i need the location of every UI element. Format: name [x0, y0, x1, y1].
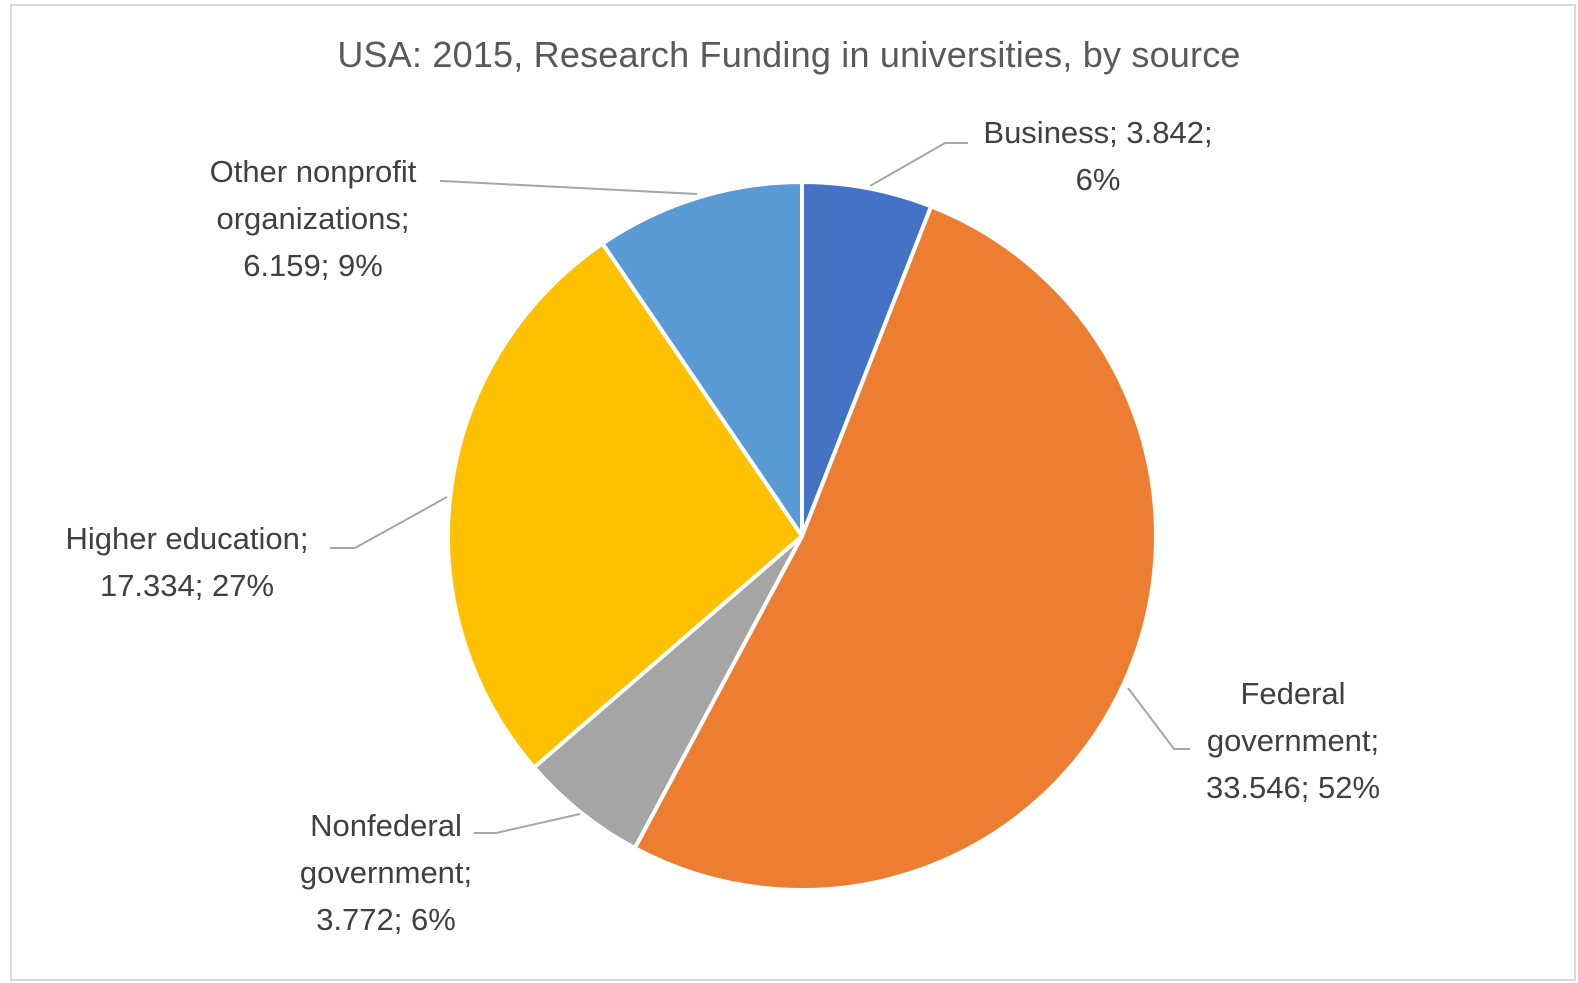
data-labels: Business; 3.842; 6% Federal government; 33.5… [66, 115, 1381, 937]
data-label-line: Federal [1240, 676, 1345, 711]
data-label-business: Business; 3.842; 6% [983, 115, 1212, 197]
data-label-line: government; [300, 855, 472, 890]
pie-slice-higher-education [446, 241, 804, 770]
data-label-line: 3.772; 6% [316, 902, 456, 937]
data-label-federal-government: Federal government; 33.546; 52% [1206, 676, 1380, 805]
pie-slices [446, 180, 1158, 892]
chart-title: USA: 2015, Research Funding in universit… [337, 34, 1241, 75]
leader-line-higher-education [330, 496, 448, 549]
pie-slice-federal-government [632, 204, 1158, 892]
data-label-other-nonprofit-organizations: Other nonprofit organizations; 6.159; 9% [210, 154, 417, 283]
data-label-line: 33.546; 52% [1206, 770, 1380, 805]
data-label-line: Business; 3.842; [983, 115, 1212, 150]
data-label-line: government; [1207, 723, 1379, 758]
pie-slice-nonfederal-government [532, 534, 804, 851]
data-label-line: Other nonprofit [210, 154, 417, 189]
pie-slice-business [800, 180, 934, 538]
leader-line-other-nonprofit-organizations [440, 180, 698, 195]
data-label-line: 17.334; 27% [100, 568, 274, 603]
leader-line-nonfederal-government [474, 813, 581, 834]
data-label-line: Higher education; [66, 521, 309, 556]
data-label-line: Nonfederal [310, 808, 462, 843]
data-label-line: organizations; [216, 201, 409, 236]
leader-lines [330, 142, 1190, 834]
pie-slice-other-nonprofit-organizations [600, 180, 804, 538]
leader-line-business [869, 142, 968, 187]
data-label-line: 6.159; 9% [243, 248, 383, 283]
data-label-nonfederal-government: Nonfederal government; 3.772; 6% [300, 808, 472, 937]
data-label-line: 6% [1076, 162, 1121, 197]
data-label-higher-education: Higher education; 17.334; 27% [66, 521, 309, 603]
leader-line-federal-government [1127, 687, 1190, 750]
